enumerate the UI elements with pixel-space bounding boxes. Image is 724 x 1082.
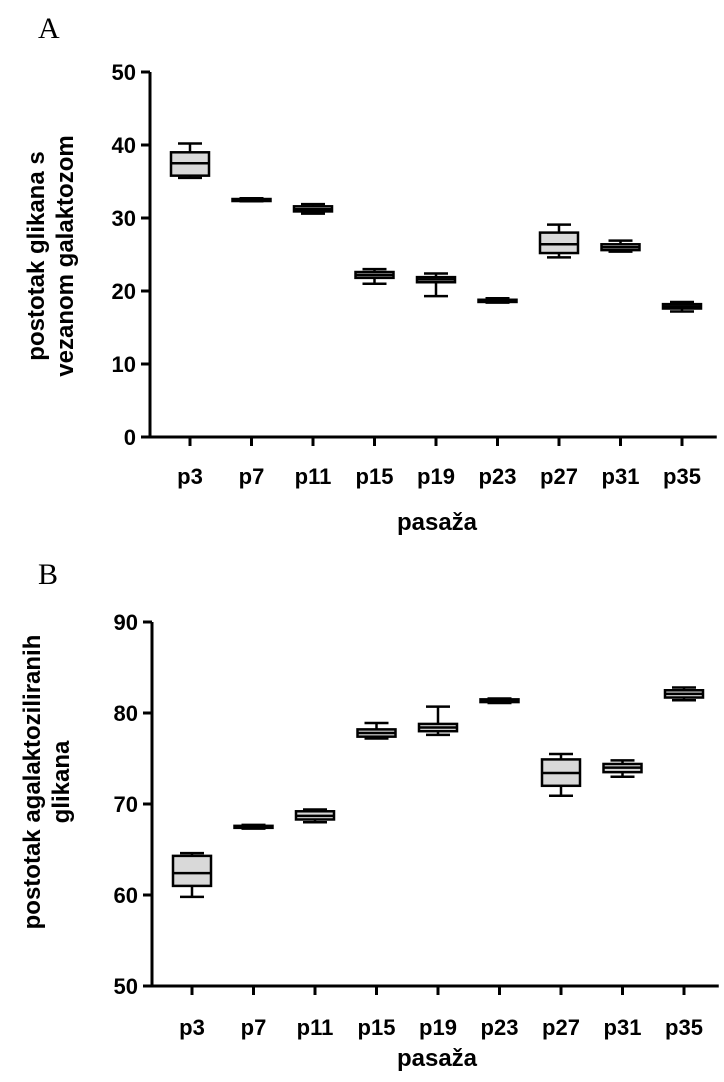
x-axis-title: pasaža — [397, 509, 478, 536]
x-tick-label: p15 — [358, 1015, 396, 1040]
y-axis-title-line-2: glikana — [48, 740, 75, 823]
y-tick-label: 90 — [114, 610, 138, 635]
x-axis-title: pasaža — [397, 1045, 478, 1072]
y-tick-label: 50 — [112, 60, 136, 85]
y-tick-label: 0 — [124, 425, 136, 450]
x-tick-label: p31 — [604, 1015, 642, 1040]
iqr-box — [171, 854, 213, 888]
y-tick-label: 60 — [114, 883, 138, 908]
x-tick-label: p31 — [602, 464, 640, 489]
x-tick-label: p7 — [241, 1015, 267, 1040]
x-tick-label: p23 — [479, 464, 517, 489]
x-tick-label: p35 — [665, 1015, 703, 1040]
y-axis-title-line-1: postotak glikana s — [23, 151, 50, 360]
y-tick-label: 20 — [112, 279, 136, 304]
x-tick-label: p19 — [417, 464, 455, 489]
y-tick-label: 50 — [114, 974, 138, 999]
y-tick-label: 10 — [112, 352, 136, 377]
panel-label: B — [38, 558, 58, 591]
x-tick-label: p19 — [419, 1015, 457, 1040]
x-tick-label: p15 — [356, 464, 394, 489]
y-tick-label: 80 — [114, 701, 138, 726]
panel-label: A — [38, 12, 60, 45]
x-tick-label: p23 — [481, 1015, 519, 1040]
x-tick-label: p3 — [179, 1015, 205, 1040]
x-tick-label: p7 — [239, 464, 265, 489]
x-tick-label: p27 — [540, 464, 578, 489]
x-tick-label: p27 — [542, 1015, 580, 1040]
x-tick-label: p11 — [295, 464, 332, 489]
y-tick-label: 30 — [112, 206, 136, 231]
y-tick-label: 40 — [112, 133, 136, 158]
panel-b: B postotak agalaktoziliranih glikana pas… — [19, 558, 719, 1072]
y-axis-title-line-1: postotak agalaktoziliranih — [19, 635, 46, 930]
y-tick-label: 70 — [114, 792, 138, 817]
x-tick-label: p3 — [177, 464, 203, 489]
panel-a: A postotak glikana s vezanom galaktozom … — [23, 12, 717, 536]
iqr-box — [538, 231, 580, 255]
x-tick-label: p35 — [663, 464, 701, 489]
y-axis-title-line-2: vezanom galaktozom — [52, 135, 79, 376]
x-tick-label: p11 — [297, 1015, 334, 1040]
